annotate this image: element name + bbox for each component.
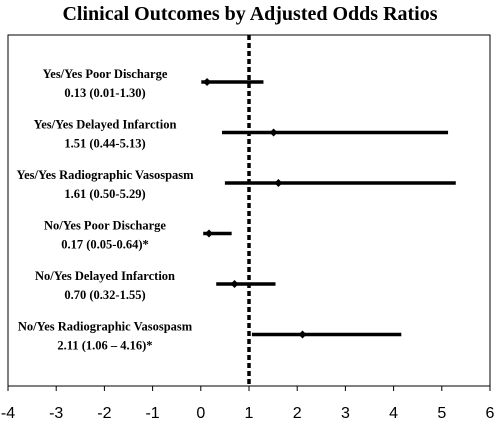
- row-label: No/Yes Delayed Infarction: [35, 269, 175, 283]
- x-tick-label: 5: [437, 405, 446, 422]
- row-ci-text: 1.61 (0.50-5.29): [64, 187, 145, 201]
- row-ci-text: 0.70 (0.32-1.55): [64, 288, 145, 302]
- x-tick-label: 1: [245, 405, 254, 422]
- row-label: No/Yes Poor Discharge: [44, 219, 166, 233]
- estimate-point: [230, 280, 239, 288]
- x-axis-ticks: -4 -3 -2 -1 0 1 2 3 4 5 6: [1, 386, 495, 422]
- x-tick-label: 4: [389, 405, 398, 422]
- estimate-point: [203, 78, 212, 86]
- x-tick-label: -1: [145, 405, 159, 422]
- x-tick-label: 6: [486, 405, 495, 422]
- estimate-point: [204, 229, 213, 238]
- row-ci-text: 0.17 (0.05-0.64)*: [61, 238, 149, 252]
- estimate-point: [269, 128, 278, 137]
- rows-layer: Yes/Yes Poor Discharge 0.13 (0.01-1.30) Ye…: [16, 67, 456, 353]
- row-label: Yes/Yes Radiographic Vasospasm: [16, 168, 194, 182]
- x-tick-label: 0: [196, 405, 205, 422]
- x-tick-label: 2: [293, 405, 302, 422]
- row-label: Yes/Yes Poor Discharge: [43, 67, 168, 81]
- x-tick-label: -4: [1, 405, 15, 422]
- chart-title: Clinical Outcomes by Adjusted Odds Ratio…: [62, 3, 437, 25]
- row-label: Yes/Yes Delayed Infarction: [34, 118, 177, 132]
- row-ci-text: 1.51 (0.44-5.13): [64, 137, 145, 151]
- x-tick-label: 3: [341, 405, 350, 422]
- x-tick-label: -2: [97, 405, 111, 422]
- row-label: No/Yes Radiographic Vasospasm: [18, 320, 193, 334]
- row-ci-text: 0.13 (0.01-1.30): [64, 86, 145, 100]
- row-ci-text: 2.11 (1.06 – 4.16)*: [57, 339, 152, 353]
- x-tick-label: -3: [49, 405, 63, 422]
- estimate-point: [274, 179, 283, 187]
- estimate-point: [298, 330, 307, 339]
